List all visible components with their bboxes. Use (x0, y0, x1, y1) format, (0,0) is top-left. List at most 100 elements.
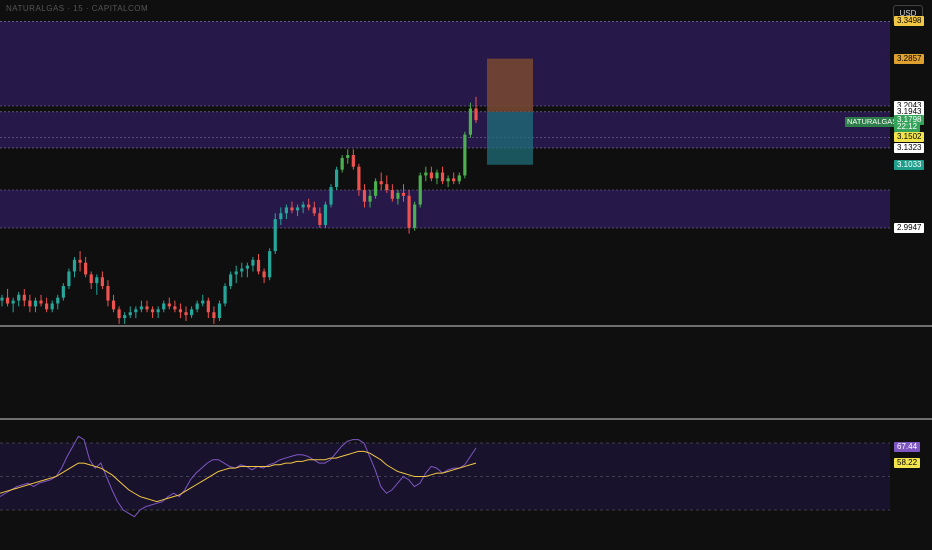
candle-body (84, 262, 88, 275)
candle-body (240, 268, 244, 272)
candle-body (312, 207, 316, 214)
candle-body (295, 207, 300, 211)
candle-body (396, 192, 400, 199)
candle-body (268, 251, 272, 278)
rsi-ma-line (0, 450, 477, 503)
candle-body (206, 300, 210, 313)
candle-body (178, 309, 183, 313)
candle-body (301, 204, 305, 208)
candle-body (413, 204, 417, 228)
candle-body (357, 166, 361, 190)
candle-body (190, 309, 194, 316)
candle-body (407, 195, 411, 228)
candle-body (452, 178, 456, 182)
rsi-tag-rsi-ma: 58.22 (894, 457, 921, 468)
candle-body (385, 184, 389, 190)
candle-body (56, 297, 60, 304)
candle-body (5, 297, 10, 304)
candle-body (362, 189, 367, 202)
candle-body (334, 169, 339, 188)
candle-body (156, 309, 160, 313)
candle-body (340, 157, 344, 170)
candle-body (89, 274, 93, 284)
price-tag-tag-target: 3.2857 (894, 53, 925, 64)
candle-body (72, 259, 77, 272)
candle-body (28, 300, 32, 307)
candle-body (50, 303, 54, 310)
candle-body (245, 265, 249, 269)
candle-body (45, 303, 49, 310)
price-tag-tag-zone1-top: 3.2043 (894, 101, 925, 111)
candle-body (184, 312, 188, 316)
candle-body (446, 178, 450, 182)
candle-body (284, 207, 288, 214)
candle-body (111, 300, 116, 310)
candle-body (33, 300, 38, 307)
candle-body (273, 219, 277, 252)
candle-body (145, 306, 149, 310)
candle-body (368, 195, 372, 202)
symbol-info-legend: NATURALGAS · 15 · CAPITALCOM (6, 4, 149, 13)
candle-body (11, 300, 15, 304)
supply-demand-zone (0, 21, 890, 107)
price-tag-tag-zone1-bottom: 3.1323 (894, 142, 925, 153)
candle-body (457, 175, 461, 182)
candle-body (106, 286, 110, 301)
candle-body (374, 181, 378, 196)
candle-body (223, 286, 227, 304)
candle-body (123, 315, 127, 319)
candle-body (424, 172, 428, 176)
symbol-tag: NATURALGAS (845, 117, 900, 127)
candle-body (251, 259, 255, 266)
candle-body (22, 294, 26, 301)
candle-body (78, 259, 82, 263)
price-tag-tag-entry: 3.1502 (894, 132, 925, 143)
candle-body (39, 300, 43, 304)
candle-body (379, 181, 383, 185)
candle-body (229, 274, 233, 287)
candle-body (150, 309, 155, 313)
candle-body (435, 172, 439, 179)
candle-body (128, 312, 132, 316)
candle-body (167, 303, 171, 307)
candle-body (0, 297, 4, 301)
position-target-box (487, 58, 533, 112)
candle-body (401, 192, 406, 196)
candle-body (351, 155, 355, 167)
rsi-line (0, 435, 477, 518)
position-stop-box (487, 111, 533, 165)
candle-body (173, 306, 177, 310)
candle-body (468, 108, 473, 135)
candle-body (279, 213, 283, 220)
candle-body (95, 277, 99, 284)
candle-body (61, 286, 65, 298)
candle-body (318, 213, 322, 225)
supply-demand-zone (0, 189, 890, 228)
candle-body (429, 172, 433, 179)
candle-body (290, 207, 294, 211)
price-tag-tag-last: 3.1798 (894, 115, 925, 126)
candle-body (17, 294, 21, 301)
candle-body (307, 204, 311, 208)
candle-body (463, 134, 467, 176)
candle-body (162, 303, 166, 310)
candle-body (217, 303, 222, 319)
candle-body (262, 271, 266, 278)
candle-body (201, 300, 205, 304)
candle-body (212, 312, 216, 319)
candle-body (117, 309, 121, 319)
candle-body (234, 271, 238, 275)
supply-demand-zone (0, 111, 890, 148)
candle-body (440, 172, 445, 182)
candle-body (256, 259, 261, 272)
candle-body (134, 309, 138, 313)
candle-body (390, 189, 394, 199)
price-tag-tag-zone2-bottom: 2.9947 (894, 223, 925, 233)
price-tag-tag-stop: 3.1033 (894, 159, 925, 170)
price-tag-tag-countdown: 22:12 (894, 121, 921, 132)
candle-body (100, 277, 104, 287)
candle-body (418, 175, 422, 205)
price-tag-tag-high: 3.1943 (894, 106, 925, 117)
price-tag-tag-top: 3.3498 (894, 16, 925, 27)
